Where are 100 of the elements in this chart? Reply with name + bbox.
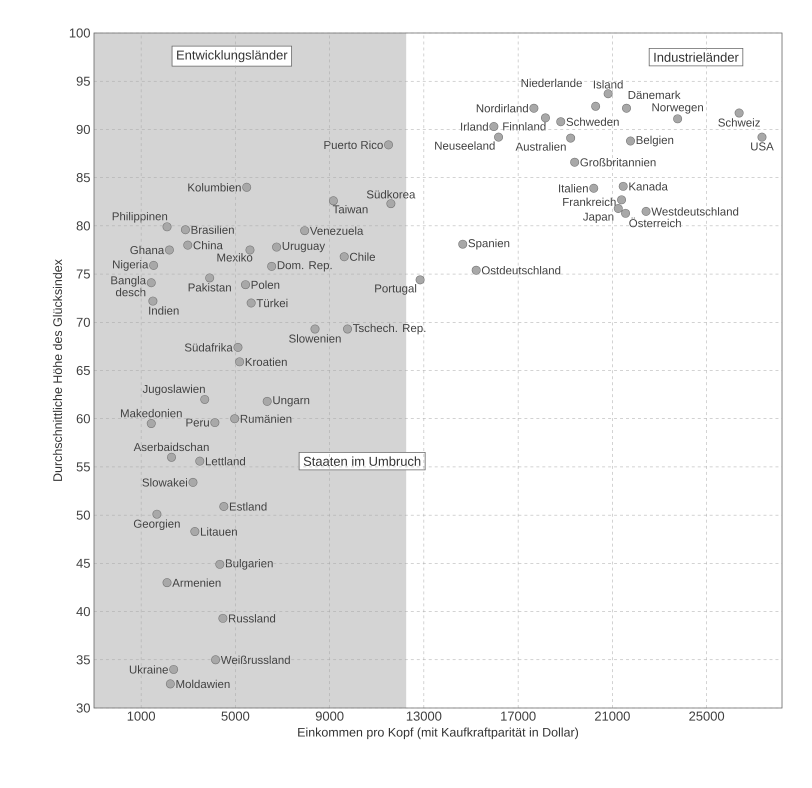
point [146, 419, 156, 428]
point [494, 132, 504, 142]
x-tick-label: 25000 [689, 712, 724, 721]
series-label: Philippinen [112, 212, 168, 223]
point [618, 182, 628, 191]
y-tick-label: 35 [76, 655, 90, 664]
series-label: Ungarn [273, 396, 310, 406]
series-label: Georgien [134, 519, 180, 530]
series-label: Slowenien [289, 334, 341, 343]
point [734, 108, 744, 118]
series-label: Slowakei [142, 478, 187, 487]
x-tick-label: 1000 [128, 712, 156, 721]
series-label: Frankreich [563, 198, 616, 206]
series-label: Südkorea [366, 190, 416, 198]
point [218, 614, 228, 623]
point [300, 226, 310, 236]
series-label: Großbritannien [580, 158, 656, 166]
point [556, 117, 566, 126]
series-label: Nordirland [476, 104, 528, 112]
point [149, 260, 158, 270]
series-label: Estland [230, 502, 266, 511]
point [200, 394, 210, 404]
y-tick-label: 50 [76, 510, 90, 520]
series-label: Norwegen [652, 103, 703, 114]
point [162, 578, 172, 588]
series-label: Niederlande [522, 78, 582, 88]
series-label: Bulgarien [226, 558, 273, 570]
point [529, 104, 538, 113]
series-label: Puerto Rico [324, 140, 383, 150]
y-tick-label: 95 [76, 76, 90, 86]
point [272, 242, 282, 252]
series-label: Australien [516, 142, 566, 151]
series-label: Türkei [256, 298, 288, 308]
point [489, 122, 498, 132]
annotation: Entwicklungsländer [177, 50, 288, 62]
series-label: Ukraine [130, 665, 168, 674]
point [566, 134, 576, 143]
series-label: Chile [350, 252, 376, 261]
series-label: Japan [583, 212, 614, 223]
annotation: Industrieländer [654, 52, 739, 62]
series-label: Polen [252, 280, 280, 289]
y-tick-label: 55 [76, 462, 90, 472]
point [180, 225, 190, 234]
series-label: Taiwan [332, 204, 368, 214]
point [235, 357, 244, 366]
series-label: Kanada [629, 182, 668, 191]
series-label: Pakistan [188, 283, 231, 292]
series-label: Irland [461, 122, 488, 131]
series-label: Venezuela [310, 226, 364, 235]
y-tick-label: 40 [76, 606, 90, 616]
series-label: Nigeria [113, 260, 148, 271]
series-label: Uruguay [282, 242, 326, 252]
point [622, 104, 631, 113]
series-label: Ostdeutschland [482, 266, 560, 274]
point [166, 679, 175, 688]
series-label: Dänemark [628, 90, 681, 100]
point [472, 266, 481, 275]
point [343, 324, 352, 334]
x-tick-label: 5000 [221, 712, 250, 721]
point [242, 182, 252, 192]
point [540, 113, 550, 122]
point [152, 510, 162, 519]
point [267, 262, 276, 271]
series-label: Kroatien [246, 358, 287, 366]
point [190, 527, 200, 536]
series-label: Litauen [200, 527, 237, 536]
series-label: China [194, 240, 223, 250]
point [626, 136, 635, 146]
point [621, 208, 630, 218]
series-label: Mexiko [217, 253, 252, 262]
point [146, 278, 156, 288]
point [219, 502, 228, 511]
series-label: Belgien [636, 136, 674, 146]
y-tick-label: 100 [70, 28, 90, 38]
series-label: Lettland [206, 456, 246, 466]
point [614, 204, 623, 213]
series-label: Spanien [468, 238, 510, 250]
y-tick-label: 75 [76, 270, 90, 279]
point [673, 114, 682, 124]
series-label: Weißrussland [220, 656, 290, 664]
series-label: Italien [559, 184, 588, 192]
point [162, 222, 172, 232]
series-label: Island [594, 80, 623, 89]
point [757, 132, 766, 142]
series-label: Indien [149, 306, 179, 315]
series-label: Portugal [375, 284, 416, 295]
series-label: Südafrika [184, 343, 233, 352]
point [169, 664, 178, 674]
point [210, 418, 220, 428]
series-label: Tschech. Rep. [352, 324, 426, 334]
point [148, 296, 158, 306]
series-label: Brasilien [192, 226, 234, 234]
y-axis-title: Durchschnittliche Höhe des Glücksindex [52, 259, 62, 481]
series-label: Westdeutschland [651, 207, 738, 216]
x-tick-label: 21000 [595, 712, 630, 721]
x-tick-label: 13000 [406, 712, 442, 721]
point [195, 456, 204, 466]
point [230, 414, 240, 424]
series-label: USA [751, 142, 774, 150]
series-label: Russland [229, 614, 276, 623]
